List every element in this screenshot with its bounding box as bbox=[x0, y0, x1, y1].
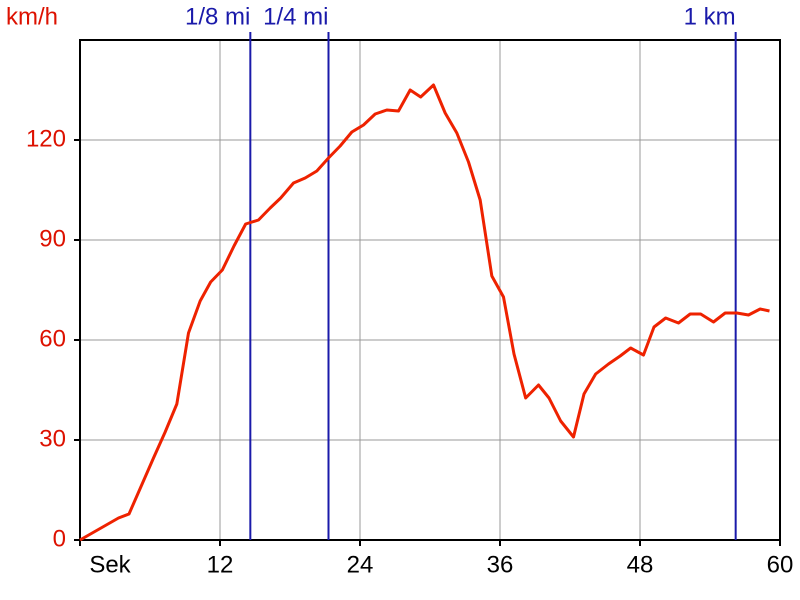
x-tick-label: 12 bbox=[207, 551, 234, 578]
x-tick-label: 24 bbox=[347, 551, 374, 578]
x-tick-label: 36 bbox=[487, 551, 514, 578]
x-tick-label: 60 bbox=[767, 551, 794, 578]
y-axis-label: km/h bbox=[6, 3, 58, 30]
y-tick-label: 30 bbox=[39, 425, 66, 452]
x-tick-label: Sek bbox=[89, 551, 131, 578]
plot-frame bbox=[79, 39, 781, 541]
y-tick-label: 90 bbox=[39, 225, 66, 252]
distance-marker-label: 1/8 mi bbox=[185, 3, 250, 30]
distance-marker-label: 1/4 mi bbox=[263, 3, 328, 30]
speed-line bbox=[79, 83, 770, 542]
distance-marker-label: 1 km bbox=[684, 3, 736, 30]
y-tick-label: 60 bbox=[39, 325, 66, 352]
y-tick-label: 120 bbox=[26, 125, 66, 152]
y-tick-label: 0 bbox=[53, 525, 66, 552]
x-tick-label: 48 bbox=[627, 551, 654, 578]
